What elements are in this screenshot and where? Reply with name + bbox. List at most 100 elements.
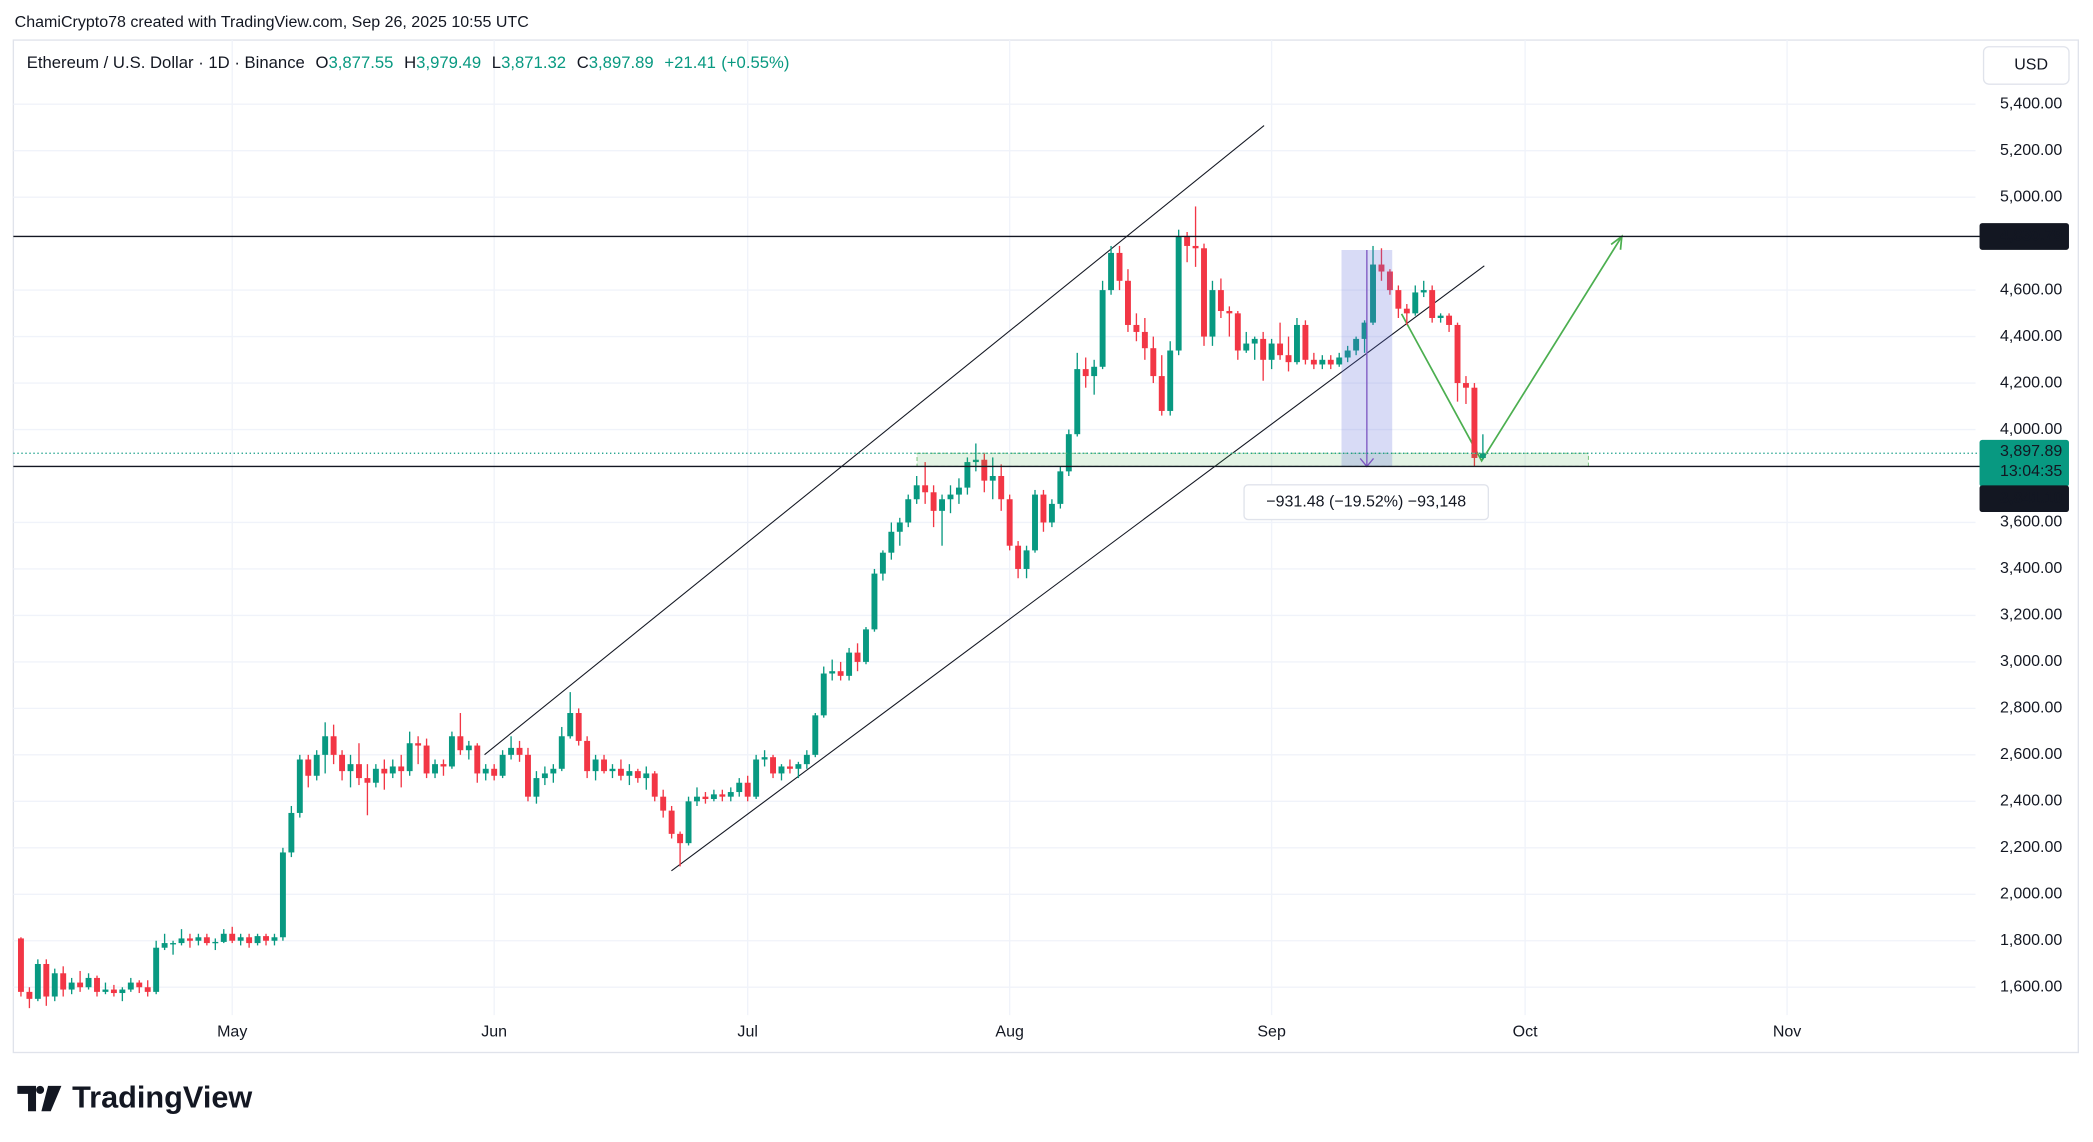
candle-body <box>356 764 362 779</box>
candle-body <box>1420 290 1427 293</box>
candle-body <box>939 499 946 511</box>
candle-body <box>770 757 776 774</box>
legend-change: +21.41 <box>664 54 715 73</box>
candle-body <box>1040 494 1047 523</box>
legend-value: 3,877.55 <box>329 54 394 73</box>
candle-body <box>854 652 861 662</box>
candle-body <box>888 531 895 553</box>
candle-body <box>1336 357 1343 365</box>
candle-body <box>17 938 24 992</box>
candle-body <box>229 933 236 941</box>
candle-body <box>1184 236 1191 246</box>
logo-text: TradingView <box>72 1079 252 1114</box>
x-tick-label: Sep <box>1257 1023 1286 1041</box>
candle-body <box>871 573 878 630</box>
candle-body <box>981 459 988 481</box>
candle-body <box>330 736 337 755</box>
candle-body <box>212 941 219 944</box>
candle-body <box>1082 369 1089 377</box>
candle-body <box>1023 550 1030 569</box>
candle-body <box>1327 359 1334 365</box>
candle-body <box>1125 280 1131 325</box>
candle-body <box>1463 383 1469 388</box>
candle-body <box>1116 252 1123 281</box>
candle-body <box>178 938 185 944</box>
y-tick-label: 5,000.00 <box>2000 187 2062 205</box>
candle-body <box>922 485 929 493</box>
candle-body <box>1285 355 1292 363</box>
candle-body <box>34 963 41 999</box>
candle-body <box>94 977 100 992</box>
candle-body <box>896 522 903 532</box>
currency: USD <box>2014 56 2048 74</box>
candle-body <box>482 768 489 774</box>
measurement-label-box <box>1243 484 1489 521</box>
candle-body <box>516 747 523 755</box>
candle-body <box>879 552 886 574</box>
channel-upper <box>484 125 1265 756</box>
candle-body <box>930 492 937 511</box>
candle-body <box>947 494 954 500</box>
candle-body <box>1344 350 1351 358</box>
y-tick-label: 5,400.00 <box>2000 94 2062 112</box>
candle-body <box>634 771 641 779</box>
candle-body <box>1158 376 1165 411</box>
legend-prefix: O <box>316 54 329 73</box>
currency-button[interactable] <box>1982 46 2070 85</box>
candle-body <box>972 459 979 463</box>
candle-body <box>964 462 971 488</box>
candle-body <box>541 773 548 779</box>
candle-body <box>153 947 160 992</box>
x-tick-label: Nov <box>1773 1023 1801 1041</box>
candle-body <box>1015 545 1022 569</box>
candle-body <box>1386 271 1393 291</box>
candle-body <box>609 768 616 772</box>
candle-body <box>1378 264 1385 272</box>
candle-body <box>1353 338 1360 351</box>
candle-body <box>1251 338 1258 344</box>
price-line-label-box <box>1979 485 2069 513</box>
candle-body <box>26 991 33 999</box>
y-tick-label: 4,000.00 <box>2000 420 2062 438</box>
candle-body <box>406 743 413 772</box>
candle-body <box>305 759 312 776</box>
candle-body <box>1057 471 1064 504</box>
legend-prefix: L <box>492 54 501 73</box>
y-tick-label: 4,600.00 <box>2000 280 2062 298</box>
x-tick-label: Jul <box>737 1023 757 1041</box>
candle-body <box>710 794 717 800</box>
candle-body <box>322 736 329 755</box>
candle-body <box>415 743 422 746</box>
legend-prefix: H <box>404 54 416 73</box>
candle-body <box>1201 248 1207 337</box>
candle-body <box>1412 292 1419 314</box>
candle-body <box>1108 252 1115 291</box>
candle-body <box>499 754 506 776</box>
x-tick-label: Aug <box>995 1023 1023 1041</box>
candle-body <box>1370 264 1376 323</box>
candle-body <box>702 796 709 800</box>
candle-body <box>1032 494 1038 551</box>
candle-body <box>955 487 962 495</box>
candle-body <box>279 852 286 938</box>
y-tick-label: 2,800.00 <box>2000 699 2062 717</box>
price-line-label: 3,841.10 <box>2000 489 2062 507</box>
candle-body <box>1454 324 1461 384</box>
legend-value: 3,897.89 <box>589 54 654 73</box>
candle-body <box>905 499 912 523</box>
candle-body <box>1260 338 1267 360</box>
candle-body <box>60 973 67 990</box>
candle-body <box>1471 387 1478 458</box>
candle-body <box>643 773 650 779</box>
candle-body <box>558 736 565 769</box>
last-price-label-box <box>1979 439 2069 487</box>
candle-body <box>846 652 853 676</box>
price-line-label-box <box>1979 223 2069 250</box>
x-tick-label: Oct <box>1513 1023 1538 1041</box>
symbol-title: Ethereum / U.S. Dollar · 1D · Binance <box>27 54 305 73</box>
candle-body <box>448 736 455 767</box>
candle-body <box>68 982 75 990</box>
candle-body <box>533 778 540 797</box>
candle-body <box>1479 453 1486 458</box>
projection-path <box>1400 235 1623 463</box>
